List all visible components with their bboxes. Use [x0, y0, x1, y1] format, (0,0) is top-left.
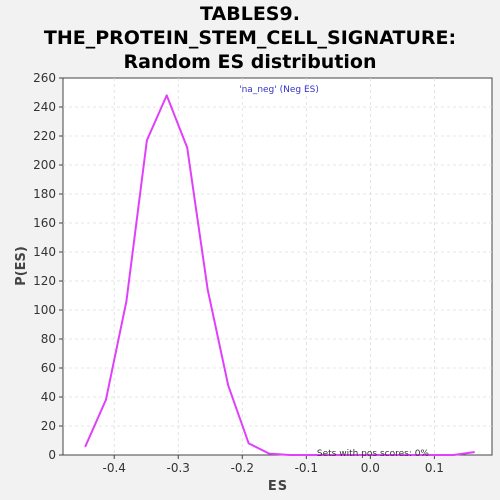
data-point: [165, 94, 168, 97]
x-tick-label: 0.0: [361, 461, 380, 475]
data-point: [411, 454, 414, 456]
y-tick-label: 0: [48, 448, 56, 462]
y-tick-label: 180: [33, 187, 56, 201]
y-tick-label: 240: [33, 100, 56, 114]
y-tick-label: 60: [41, 361, 56, 375]
data-point: [105, 399, 107, 401]
y-tick-label: 160: [33, 216, 56, 230]
data-point: [247, 442, 250, 445]
data-point: [329, 454, 332, 456]
y-tick-label: 260: [33, 71, 56, 85]
data-point: [370, 454, 373, 456]
title-line-3: Random ES distribution: [123, 51, 376, 73]
chart-title: TABLES9. THE_PROTEIN_STEM_CELL_SIGNATURE…: [44, 3, 456, 73]
title-line-1: TABLES9.: [200, 3, 300, 25]
plot-area: [62, 77, 493, 456]
data-point: [84, 445, 87, 448]
series-layer: [84, 94, 475, 456]
data-point: [186, 146, 189, 149]
data-point: [145, 139, 148, 142]
title-line-2: THE_PROTEIN_STEM_CELL_SIGNATURE:: [44, 27, 456, 49]
data-point: [473, 451, 475, 453]
gridlines: [63, 78, 492, 455]
data-point: [391, 454, 394, 456]
data-point: [350, 454, 353, 456]
data-point: [227, 384, 230, 387]
data-point: [125, 300, 128, 303]
y-tick-label: 80: [41, 332, 56, 346]
pos-scores-annotation: Sets with pos scores: 0%: [317, 449, 430, 459]
x-axis: -0.4 -0.3 -0.2 -0.1 0.0 0.1: [103, 455, 444, 475]
y-tick-label: 140: [33, 245, 56, 259]
y-tick-label: 20: [41, 419, 56, 433]
legend-label: 'na_neg' (Neg ES): [239, 85, 319, 95]
y-tick-label: 40: [41, 390, 56, 404]
x-tick-label: 0.1: [425, 461, 444, 475]
y-axis: 0 20 40 60 80 100 120 140 160 180 200 220 240 260: [33, 71, 63, 462]
x-tick-label: -0.1: [295, 461, 318, 475]
data-point: [288, 454, 291, 456]
y-tick-label: 220: [33, 129, 56, 143]
x-axis-label: ES: [268, 479, 288, 494]
x-tick-label: -0.3: [167, 461, 190, 475]
data-point: [206, 288, 209, 291]
x-tick-label: -0.2: [231, 461, 254, 475]
data-point: [452, 454, 455, 456]
y-axis-label: P(ES): [14, 246, 29, 286]
y-tick-label: 200: [33, 158, 56, 172]
x-tick-label: -0.4: [103, 461, 126, 475]
y-tick-label: 100: [33, 303, 56, 317]
data-point: [268, 452, 271, 455]
data-point: [432, 454, 434, 456]
series-line: [84, 94, 475, 456]
data-point: [309, 454, 312, 456]
y-tick-label: 120: [33, 274, 56, 288]
